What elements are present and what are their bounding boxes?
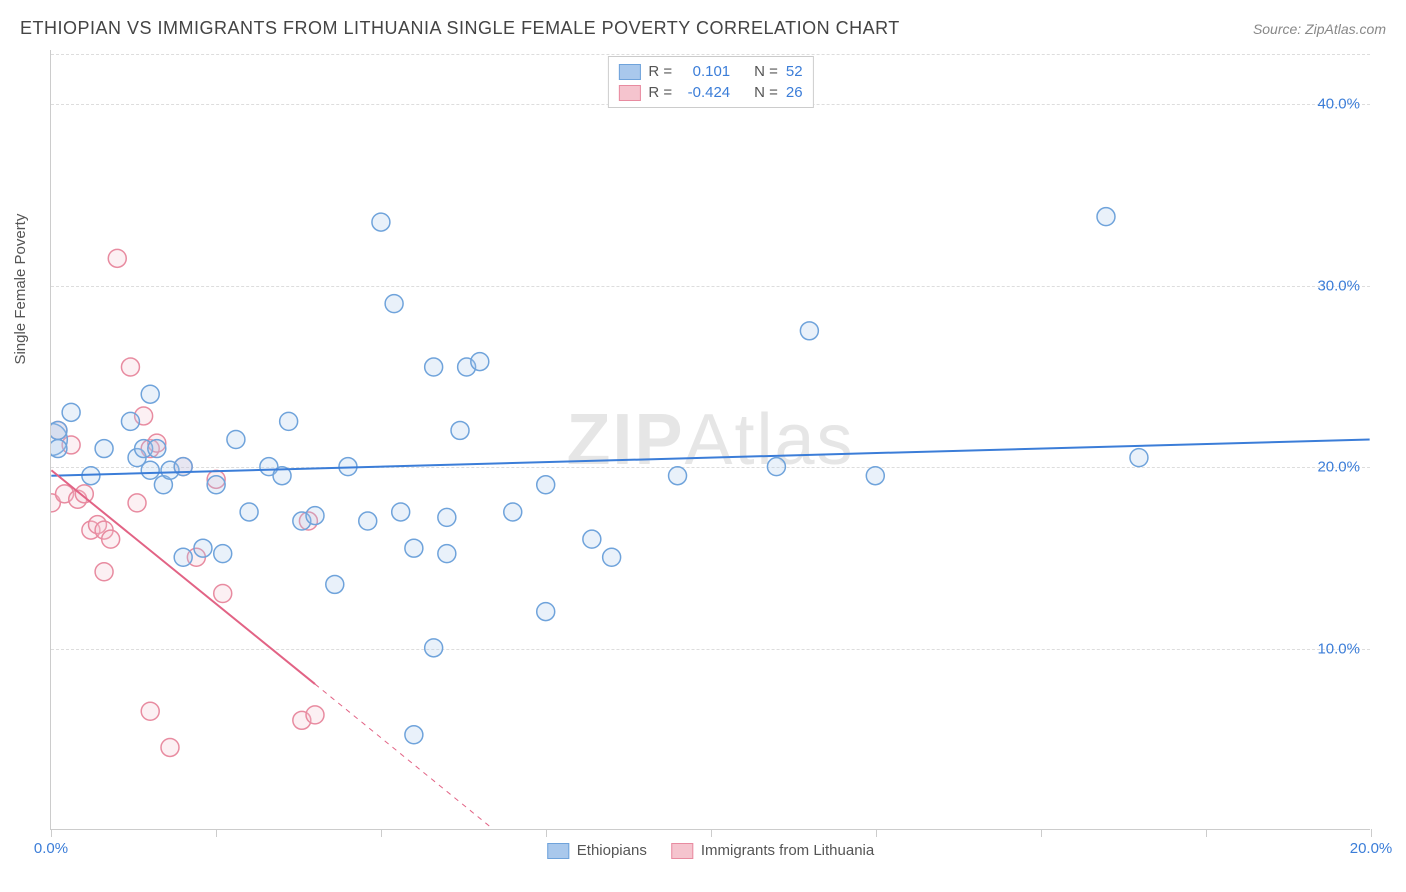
data-point — [108, 249, 126, 267]
data-point — [372, 213, 390, 231]
data-point — [128, 494, 146, 512]
data-point — [95, 563, 113, 581]
data-point — [392, 503, 410, 521]
data-point — [471, 353, 489, 371]
data-point — [174, 548, 192, 566]
r-value-lithuania: -0.424 — [680, 84, 730, 101]
data-point — [121, 358, 139, 376]
x-tick-label: 0.0% — [34, 840, 68, 857]
x-tick — [546, 829, 547, 837]
plot-area: ZIPAtlas R = 0.101 N = 52 R = -0.424 N =… — [50, 50, 1370, 830]
data-point — [102, 530, 120, 548]
data-point — [405, 539, 423, 557]
swatch-ethiopians — [618, 64, 640, 80]
x-tick — [1041, 829, 1042, 837]
x-tick — [1206, 829, 1207, 837]
data-point — [280, 412, 298, 430]
data-point — [141, 702, 159, 720]
legend-item-ethiopians: Ethiopians — [547, 842, 647, 859]
data-point — [405, 726, 423, 744]
data-point — [438, 508, 456, 526]
data-point — [161, 738, 179, 756]
data-point — [95, 440, 113, 458]
data-point — [62, 403, 80, 421]
n-value-ethiopians: 52 — [786, 63, 803, 80]
data-point — [438, 545, 456, 563]
legend-item-lithuania: Immigrants from Lithuania — [671, 842, 874, 859]
data-point — [306, 706, 324, 724]
x-tick — [51, 829, 52, 837]
data-point — [866, 467, 884, 485]
data-point — [669, 467, 687, 485]
legend-stats: R = 0.101 N = 52 R = -0.424 N = 26 — [607, 56, 813, 108]
x-tick — [711, 829, 712, 837]
data-point — [1130, 449, 1148, 467]
r-label: R = — [648, 63, 672, 80]
r-label: R = — [648, 84, 672, 101]
x-tick — [381, 829, 382, 837]
n-value-lithuania: 26 — [786, 84, 803, 101]
legend-series: Ethiopians Immigrants from Lithuania — [547, 842, 874, 859]
data-point — [583, 530, 601, 548]
data-point — [240, 503, 258, 521]
swatch-lithuania — [618, 85, 640, 101]
data-point — [537, 603, 555, 621]
trend-line — [51, 470, 315, 684]
y-axis-title: Single Female Poverty — [12, 214, 29, 365]
legend-stats-row: R = -0.424 N = 26 — [618, 82, 802, 103]
data-point — [385, 295, 403, 313]
trend-line — [51, 440, 1369, 476]
r-value-ethiopians: 0.101 — [680, 63, 730, 80]
n-label: N = — [754, 84, 778, 101]
x-tick — [216, 829, 217, 837]
data-point — [326, 575, 344, 593]
data-point — [306, 507, 324, 525]
data-point — [51, 421, 67, 439]
legend-stats-row: R = 0.101 N = 52 — [618, 61, 802, 82]
data-point — [359, 512, 377, 530]
data-point — [214, 584, 232, 602]
data-point — [767, 458, 785, 476]
scatter-svg — [51, 50, 1370, 829]
data-point — [425, 358, 443, 376]
data-point — [207, 476, 225, 494]
source-label: Source: ZipAtlas.com — [1253, 21, 1386, 37]
data-point — [51, 440, 67, 458]
x-tick-label: 20.0% — [1350, 840, 1393, 857]
data-point — [537, 476, 555, 494]
data-point — [75, 485, 93, 503]
data-point — [504, 503, 522, 521]
data-point — [194, 539, 212, 557]
data-point — [214, 545, 232, 563]
data-point — [451, 421, 469, 439]
legend-label-lithuania: Immigrants from Lithuania — [701, 842, 874, 859]
chart-title: ETHIOPIAN VS IMMIGRANTS FROM LITHUANIA S… — [20, 18, 900, 39]
legend-label-ethiopians: Ethiopians — [577, 842, 647, 859]
swatch-lithuania — [671, 843, 693, 859]
data-point — [603, 548, 621, 566]
data-point — [141, 461, 159, 479]
n-label: N = — [754, 63, 778, 80]
data-point — [121, 412, 139, 430]
x-tick — [876, 829, 877, 837]
data-point — [141, 385, 159, 403]
swatch-ethiopians — [547, 843, 569, 859]
data-point — [227, 431, 245, 449]
data-point — [800, 322, 818, 340]
data-point — [148, 440, 166, 458]
data-point — [1097, 208, 1115, 226]
data-point — [425, 639, 443, 657]
x-tick — [1371, 829, 1372, 837]
trend-line — [315, 684, 493, 829]
